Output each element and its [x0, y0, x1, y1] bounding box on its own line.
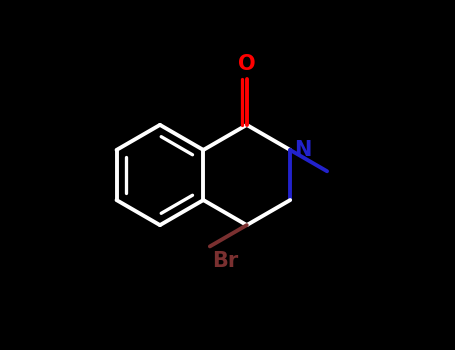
Text: O: O [238, 54, 256, 74]
Text: N: N [293, 140, 311, 160]
Text: Br: Br [212, 251, 238, 271]
